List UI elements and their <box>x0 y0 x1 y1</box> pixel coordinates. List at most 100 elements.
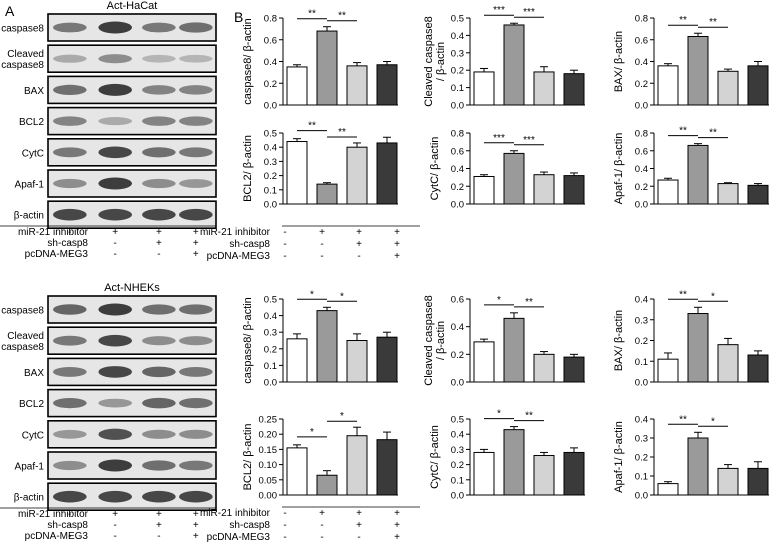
condition-label: miR-21 inhibitor <box>18 227 89 238</box>
significance-label: ** <box>709 17 717 28</box>
condition-sign: + <box>156 227 162 238</box>
y-tick-label: 0.8 <box>635 129 648 140</box>
bar <box>473 71 495 106</box>
y-tick-label: 0.8 <box>635 14 648 25</box>
blot-band <box>98 54 132 64</box>
bar <box>503 152 525 205</box>
blot-band <box>179 398 213 409</box>
y-tick-label: 0.6 <box>451 146 464 157</box>
condition-sign: - <box>320 520 323 531</box>
bar <box>286 66 308 106</box>
condition-sign: + <box>193 227 199 238</box>
bar <box>473 175 495 205</box>
bar <box>473 341 495 383</box>
condition-sign: + <box>394 520 400 531</box>
y-axis-label: BCL2/ β-actin <box>242 135 254 202</box>
blot-band <box>142 22 176 33</box>
y-tick-label: 0.6 <box>635 146 648 157</box>
condition-sign: + <box>394 508 400 519</box>
condition-sign: - <box>68 249 71 260</box>
condition-sign: - <box>114 531 117 542</box>
blot-band <box>179 22 213 33</box>
condition-sign: + <box>356 239 362 250</box>
y-tick-label: 0.20 <box>259 430 278 441</box>
bar <box>346 146 368 205</box>
treatment-condition-tables: miR-21 inhibitor- + + +sh-casp8- - + +pcDNA-ME… <box>0 225 420 543</box>
y-tick-label: 0.25 <box>259 415 278 426</box>
bar <box>533 353 555 383</box>
y-tick-label: 0.0 <box>451 491 464 502</box>
y-tick-label: 0.0 <box>635 378 648 389</box>
bar <box>563 73 585 106</box>
y-tick-label: 0.0 <box>264 378 277 389</box>
blot-row-label: caspase8 <box>1 24 44 35</box>
condition-sign: + <box>356 520 362 531</box>
conditions-nhek-blot: miR-21 inhibitor- + + +sh-casp8- - + +pcDNA-ME… <box>0 507 216 542</box>
bar <box>376 64 398 106</box>
y-axis-label: Apaf-1/ β-actin <box>613 421 625 493</box>
y-tick-label: 0.2 <box>264 79 277 90</box>
bar <box>563 356 585 383</box>
blot-band <box>142 116 176 126</box>
condition-label: miR-21 inhibitor <box>200 508 271 519</box>
blot-band <box>98 334 132 347</box>
blot-band <box>142 85 176 95</box>
bar-chart-7: 0.0 0.1 0.2 0.3 0.4 0.5 caspase8/ β-actin * * <box>242 289 398 389</box>
condition-label: sh-casp8 <box>229 239 270 250</box>
condition-sign: + <box>156 509 162 520</box>
significance-label: * <box>711 416 715 427</box>
condition-sign: - <box>114 520 117 531</box>
y-tick-label: 0.4 <box>635 57 648 68</box>
blot-band <box>98 21 132 34</box>
y-tick-label: 0.3 <box>635 315 648 326</box>
condition-sign: + <box>193 520 199 531</box>
blot-band <box>53 335 87 346</box>
condition-sign: + <box>193 509 199 520</box>
bar <box>563 451 585 496</box>
significance-label: * <box>340 411 344 422</box>
blot-band <box>53 398 87 409</box>
significance-label: ** <box>308 9 316 20</box>
bar <box>533 454 555 496</box>
significance-label: ** <box>679 414 687 425</box>
bar <box>503 317 525 383</box>
condition-sign: - <box>68 531 71 542</box>
conditions-hacat-blot: miR-21 inhibitor- + + +sh-casp8- - + +pcDNA-ME… <box>0 225 216 260</box>
y-tick-label: 0.0 <box>635 491 648 502</box>
bar <box>687 144 709 205</box>
bar <box>503 24 525 106</box>
y-tick-label: 0.2 <box>451 350 464 361</box>
condition-label: sh-casp8 <box>47 238 88 249</box>
y-tick-label: 0.0 <box>635 101 648 112</box>
y-tick-label: 0.0 <box>451 200 464 211</box>
blot-band <box>142 54 176 63</box>
blot-band <box>98 366 132 378</box>
y-tick-label: 0.4 <box>264 143 277 154</box>
y-tick-label: 0.6 <box>264 35 277 46</box>
significance-label: *** <box>493 5 505 16</box>
blot-band <box>179 429 213 439</box>
condition-sign: - <box>283 520 286 531</box>
y-axis-label: CytC/ β-actin <box>429 425 441 489</box>
blot-band <box>179 366 213 377</box>
condition-sign: + <box>193 238 199 249</box>
blot-band <box>98 398 132 408</box>
bar <box>717 70 739 106</box>
bar <box>376 439 398 496</box>
blot-band <box>142 208 176 221</box>
blot-band <box>53 147 87 158</box>
blot-row-label: β-actin <box>14 211 44 222</box>
panel-label-b: B <box>234 9 243 25</box>
significance-label: ** <box>679 15 687 26</box>
bar <box>286 141 308 205</box>
y-axis-label: BAX/ β-actin <box>613 31 625 92</box>
y-tick-label: 0.8 <box>264 14 277 25</box>
significance-label: ** <box>525 297 533 308</box>
blot-row-label: Cleaved <box>7 49 44 60</box>
blot-row-label: BCL2 <box>19 399 44 410</box>
y-tick-label: 0.6 <box>635 35 648 46</box>
blot-band <box>179 208 213 221</box>
condition-sign: + <box>394 239 400 250</box>
bar <box>657 358 679 383</box>
